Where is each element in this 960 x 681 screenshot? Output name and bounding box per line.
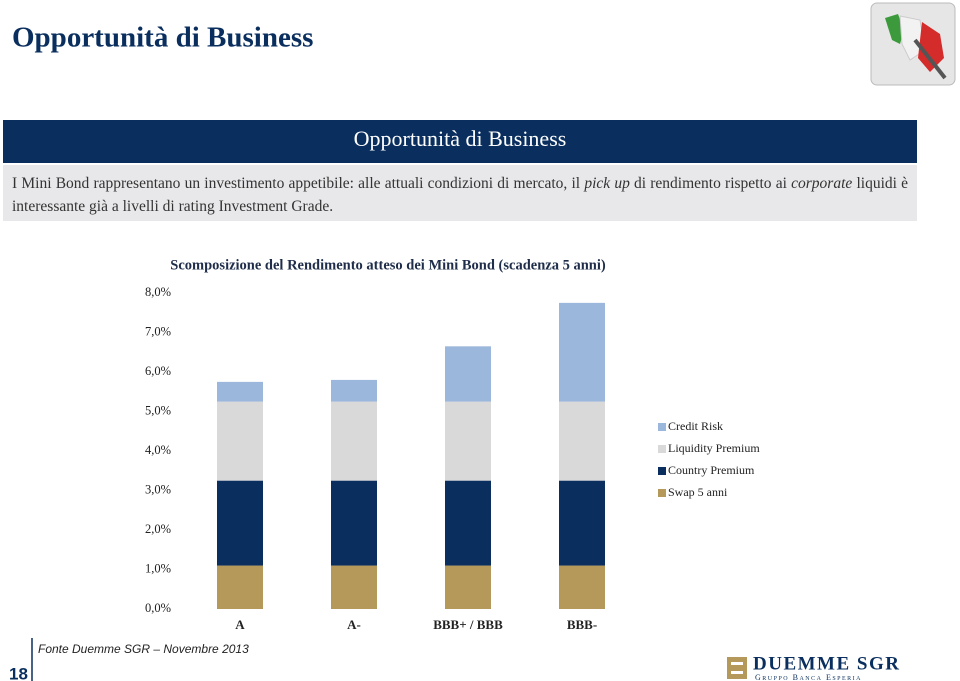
legend-label: Swap 5 anni <box>668 485 728 499</box>
y-tick-label: 0,0% <box>145 601 171 615</box>
bar-segment <box>217 381 263 402</box>
legend-label: Credit Risk <box>668 419 723 433</box>
page-title: Opportunità di Business <box>12 22 313 54</box>
y-tick-label: 3,0% <box>145 482 171 496</box>
bar-segment <box>217 565 263 609</box>
legend-swatch <box>658 489 666 497</box>
bar-segment <box>445 401 491 481</box>
intro-part: liquidi è interessante già a livelli di … <box>12 175 909 215</box>
y-tick-label: 4,0% <box>145 443 171 457</box>
x-tick-label: A- <box>347 617 361 632</box>
intro-part: I Mini Bond rappresentano un investiment… <box>12 175 585 192</box>
intro-part: pick up <box>584 175 630 192</box>
bar-segment <box>331 401 377 481</box>
bar-segment <box>217 480 263 566</box>
banner-title: Opportunità di Business <box>354 126 567 151</box>
bar-segment <box>331 379 377 402</box>
company-logo <box>727 657 747 679</box>
bar-segment <box>331 565 377 609</box>
y-tick-label: 1,0% <box>145 561 171 575</box>
source-note: Fonte Duemme SGR – Novembre 2013 <box>38 642 249 656</box>
intro-text: I Mini Bond rappresentano un investiment… <box>12 172 908 218</box>
legend-swatch <box>658 423 666 431</box>
bar-segment <box>559 302 605 402</box>
x-tick-label: BBB+ / BBB <box>433 617 503 632</box>
bar-segment <box>445 565 491 609</box>
banner <box>3 120 917 163</box>
intro-part: corporate <box>791 175 853 192</box>
legend-swatch <box>658 467 666 475</box>
y-tick-label: 8,0% <box>145 285 171 299</box>
bar-segment <box>217 401 263 481</box>
bar-segment <box>331 480 377 566</box>
bar-segment <box>559 480 605 566</box>
y-tick-label: 5,0% <box>145 403 171 417</box>
y-tick-label: 6,0% <box>145 364 171 378</box>
logo-name: DUEMME SGR <box>753 653 900 674</box>
bar-segment <box>559 401 605 481</box>
corner-logo <box>870 2 956 86</box>
legend-swatch <box>658 445 666 453</box>
x-tick-label: BBB- <box>567 617 597 632</box>
intro-box <box>3 165 917 221</box>
bar-segment <box>445 346 491 402</box>
bar-segment <box>445 480 491 566</box>
intro-part: di rendimento rispetto ai <box>629 175 792 192</box>
legend-label: Country Premium <box>668 463 755 477</box>
x-tick-label: A <box>235 617 245 632</box>
y-tick-label: 7,0% <box>145 324 171 338</box>
y-tick-label: 2,0% <box>145 522 171 536</box>
page-number: 18 <box>9 664 28 681</box>
logo-group: Gruppo Banca Esperia <box>755 673 862 681</box>
bar-segment <box>559 565 605 609</box>
legend-label: Liquidity Premium <box>668 441 760 455</box>
chart-title: Scomposizione del Rendimento atteso dei … <box>170 257 606 273</box>
